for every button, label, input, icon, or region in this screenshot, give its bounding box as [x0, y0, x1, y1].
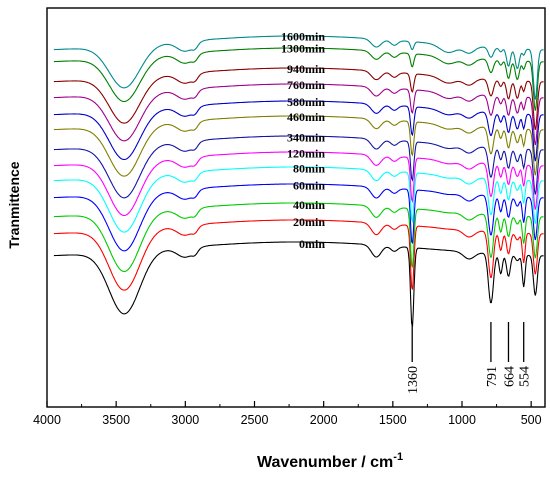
y-axis-label: Tranmittence — [6, 161, 22, 248]
x-axis-label-text: Wavenumber / cm — [257, 454, 393, 471]
series-20min-line — [53, 219, 544, 291]
curve-labels: 0min 20min 40min 60min 80min 120min 340min 460m… — [281, 30, 325, 251]
x-tick-label: 1500 — [379, 413, 407, 427]
peak-annotations: 1360 791 664 554 — [406, 322, 533, 394]
plot-area — [53, 35, 544, 327]
series-1600min-line — [53, 35, 544, 100]
x-tick-label: 3000 — [171, 413, 199, 427]
series-label-60min: 60min — [293, 179, 325, 193]
series-label-80min: 80min — [293, 162, 325, 176]
x-tick-label: 3500 — [102, 413, 130, 427]
series-340min-line — [53, 135, 544, 199]
series-460min-line — [53, 115, 544, 177]
series-label-20min: 20min — [293, 215, 325, 229]
series-label-1600min: 1600min — [281, 30, 325, 44]
annotation-1360: 1360 — [406, 366, 421, 394]
x-tick-label: 1000 — [448, 413, 476, 427]
series-940min-line — [53, 67, 544, 130]
series-40min-line — [53, 202, 544, 273]
series-label-0min: 0min — [299, 237, 325, 251]
annotation-554: 554 — [518, 366, 533, 387]
series-760min-line — [53, 83, 544, 146]
series-label-760min: 760min — [287, 78, 325, 92]
x-axis-label: Wavenumber / cm-1 — [257, 451, 403, 471]
x-tick-label: 4000 — [33, 413, 61, 427]
series-80min-line — [53, 166, 544, 233]
series-label-580min: 580min — [287, 95, 325, 109]
x-tick-label: 2000 — [310, 413, 338, 427]
series-label-460min: 460min — [287, 110, 325, 124]
series-label-1300min: 1300min — [281, 42, 325, 56]
axes: 4000 3500 3000 2500 2000 1500 1000 500 — [33, 7, 546, 427]
series-label-340min: 340min — [287, 130, 325, 144]
series-1300min-line — [53, 47, 544, 111]
series-label-120min: 120min — [287, 146, 325, 160]
x-axis-label-superscript: -1 — [393, 451, 403, 463]
series-580min-line — [53, 100, 544, 162]
x-tick-label: 2500 — [241, 413, 269, 427]
series-label-940min: 940min — [287, 62, 325, 76]
series-label-40min: 40min — [293, 198, 325, 212]
series-120min-line — [53, 151, 544, 217]
series-0min-line — [53, 241, 544, 327]
annotation-664: 664 — [502, 366, 517, 387]
series-60min-line — [53, 183, 544, 252]
annotation-791: 791 — [485, 366, 500, 387]
x-tick-label: 500 — [521, 413, 542, 427]
plot-frame — [46, 7, 546, 408]
